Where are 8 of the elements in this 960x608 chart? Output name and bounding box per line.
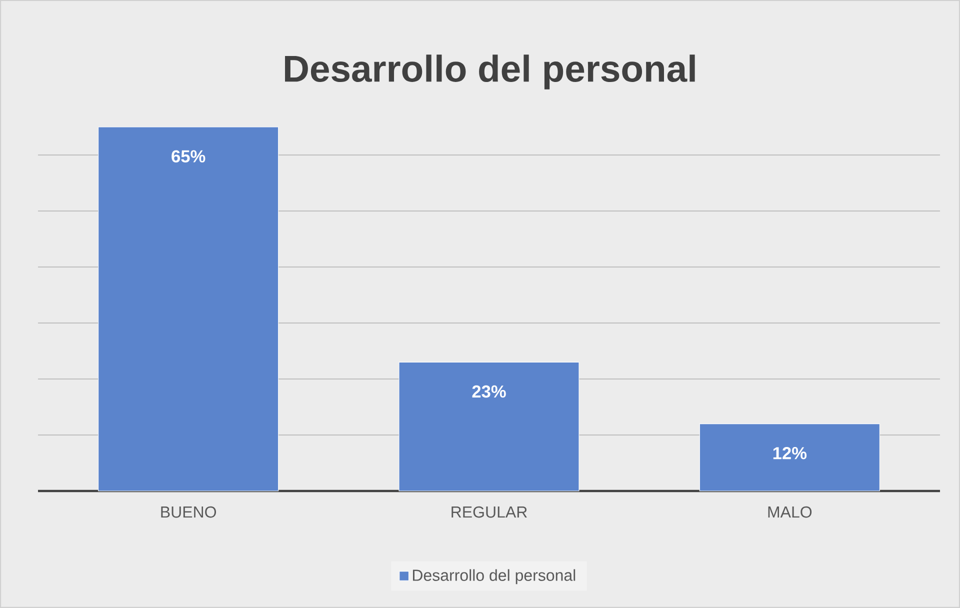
x-tick-label: BUENO <box>161 506 216 518</box>
data-label: 12% <box>773 447 807 460</box>
x-tick-label: REGULAR <box>452 506 527 518</box>
x-tick-label: MALO <box>768 506 812 518</box>
data-label: 65% <box>172 150 206 162</box>
legend-label: Desarrollo del personal <box>412 569 576 584</box>
data-label: 23% <box>472 385 506 398</box>
chart-title: Desarrollo del personal <box>285 54 695 90</box>
